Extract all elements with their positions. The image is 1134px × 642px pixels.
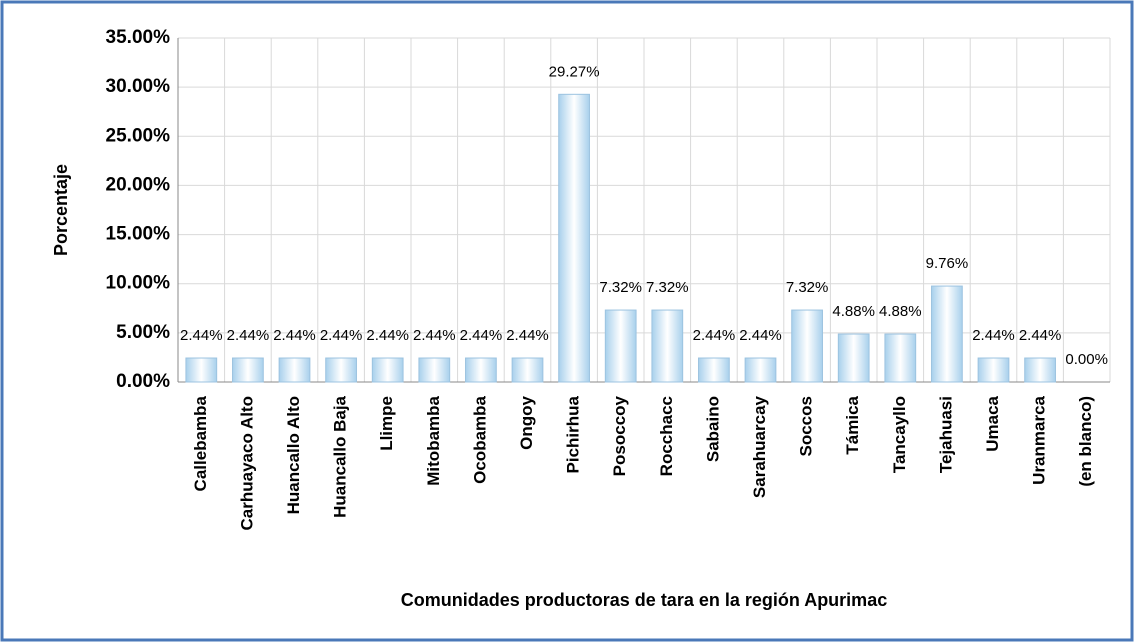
x-tick-label: (en blanco) — [1076, 396, 1095, 487]
bar — [1024, 357, 1056, 383]
y-tick-label: 35.00% — [106, 27, 171, 48]
bar — [418, 357, 451, 383]
value-label: 2.44% — [366, 327, 409, 344]
value-label: 2.44% — [460, 327, 503, 344]
x-tick-label: Umaca — [983, 395, 1002, 451]
x-tick-label: Callebamba — [191, 395, 210, 491]
bar — [977, 357, 1010, 383]
x-tick-label: Sarahuarcay — [750, 395, 769, 498]
value-label: 2.44% — [739, 327, 782, 344]
value-label: 7.32% — [786, 279, 829, 296]
x-tick-label: Ongoy — [517, 395, 536, 449]
bar — [278, 357, 311, 383]
bar — [325, 357, 357, 383]
value-label: 4.88% — [832, 303, 875, 320]
x-tick-label: Soccos — [797, 396, 816, 456]
x-tick-label: Rocchacc — [657, 396, 676, 476]
y-tick-label: 20.00% — [106, 174, 171, 195]
bar — [232, 357, 264, 383]
value-label: 9.76% — [926, 255, 969, 272]
y-tick-label: 10.00% — [106, 273, 171, 294]
value-label: 7.32% — [646, 279, 689, 296]
bar — [371, 357, 404, 383]
value-label: 2.44% — [180, 327, 223, 344]
x-tick-label: Sabaino — [703, 396, 722, 462]
value-label: 2.44% — [972, 327, 1015, 344]
value-label: 2.44% — [1019, 327, 1062, 344]
x-tick-label: Támica — [843, 395, 862, 454]
value-label: 2.44% — [506, 327, 549, 344]
bar — [604, 309, 637, 383]
bar — [744, 357, 777, 383]
y-tick-label: 30.00% — [106, 76, 171, 97]
value-label: 2.44% — [227, 327, 270, 344]
x-tick-label: Tejahuasi — [936, 396, 955, 473]
value-label: 4.88% — [879, 303, 922, 320]
bar — [185, 357, 218, 383]
value-label: 29.27% — [549, 63, 600, 80]
bar — [511, 357, 544, 383]
bar — [698, 357, 730, 383]
x-tick-label: Ocobamba — [470, 395, 489, 483]
x-tick-label: Carhuayaco Alto — [237, 396, 256, 530]
x-tick-label: Posoccoy — [610, 395, 629, 476]
x-tick-label: Huancallo Alto — [284, 396, 303, 514]
bar — [465, 357, 497, 383]
x-tick-label: Uranmarca — [1030, 395, 1049, 484]
y-tick-label: 25.00% — [106, 125, 171, 146]
bar — [931, 285, 963, 383]
value-label: 2.44% — [320, 327, 363, 344]
bar — [837, 333, 870, 383]
bar — [651, 309, 684, 383]
value-label: 2.44% — [273, 327, 316, 344]
x-tick-label: Mitobamba — [424, 395, 443, 485]
y-tick-label: 15.00% — [106, 224, 171, 245]
bar — [791, 309, 823, 383]
y-tick-label: 0.00% — [116, 371, 170, 392]
x-tick-label: Tancayllo — [890, 396, 909, 473]
y-tick-label: 5.00% — [116, 322, 170, 343]
y-axis-label: Porcentaje — [51, 164, 71, 256]
bar — [558, 93, 590, 383]
x-tick-label: Huancallo Baja — [331, 395, 350, 517]
x-axis-label: Comunidades productoras de tara en la re… — [401, 590, 887, 610]
value-label: 0.00% — [1065, 351, 1108, 368]
value-label: 7.32% — [599, 279, 642, 296]
bar — [884, 333, 917, 383]
value-label: 2.44% — [693, 327, 736, 344]
x-tick-label: Llimpe — [377, 396, 396, 451]
x-tick-label: Pichirhua — [564, 395, 583, 473]
value-label: 2.44% — [413, 327, 456, 344]
